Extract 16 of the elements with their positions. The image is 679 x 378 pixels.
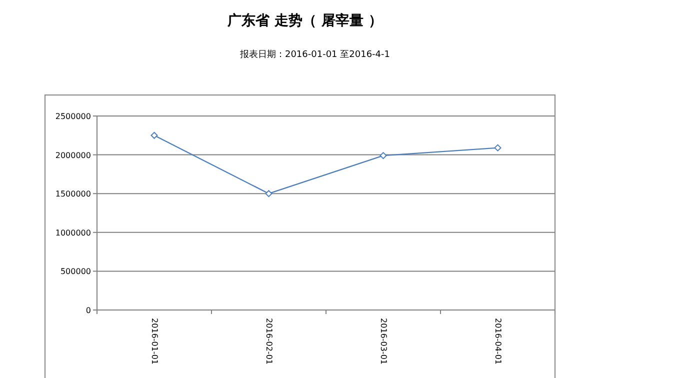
- x-tick-label: 2016-04-01: [494, 318, 503, 364]
- y-tick-label: 1500000: [55, 190, 91, 199]
- y-tick-label: 1000000: [55, 228, 91, 238]
- x-tick-label: 2016-01-01: [150, 318, 160, 364]
- y-tick-label: 500000: [60, 267, 91, 276]
- chart-title: 广东省 走势（ 屠宰量 ）: [226, 12, 382, 29]
- point: [150, 132, 158, 139]
- x-tick-label: 2016-02-01: [264, 318, 274, 364]
- point: [494, 144, 502, 152]
- point: [265, 190, 272, 198]
- point: [380, 152, 387, 160]
- chart-subtitle: 报表日期：2016-01-01 至2016-4-1: [238, 49, 390, 60]
- x-tick-label: 2016-03-01: [379, 318, 388, 364]
- y-tick-label: 2000000: [55, 150, 91, 160]
- y-tick-label: 0: [86, 306, 91, 315]
- y-tick-label: 2500000: [55, 112, 91, 121]
